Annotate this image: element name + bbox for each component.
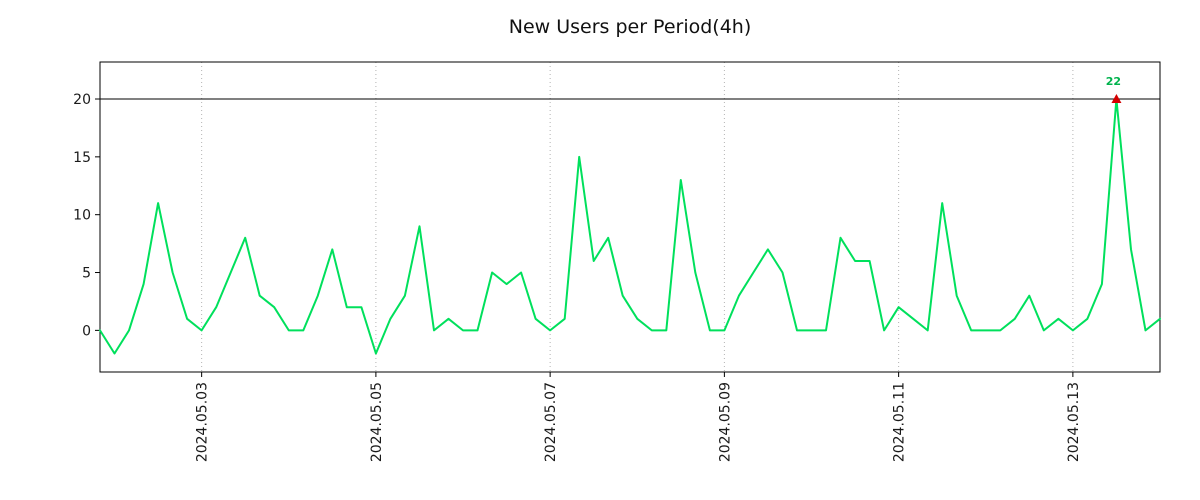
y-tick-label: 15 bbox=[73, 150, 91, 166]
plot-border bbox=[99, 61, 1161, 373]
x-tick-label: 2024.05.11 bbox=[892, 382, 908, 462]
x-tick-label: 2024.05.09 bbox=[717, 382, 733, 462]
y-tick-label: 0 bbox=[82, 323, 91, 339]
x-tick-label: 2024.05.05 bbox=[369, 382, 385, 462]
y-tick-label: 20 bbox=[73, 92, 91, 108]
y-tick-label: 10 bbox=[73, 208, 91, 224]
peak-label: 22 bbox=[1106, 75, 1121, 88]
x-tick-label: 2024.05.03 bbox=[195, 382, 211, 462]
data-line bbox=[99, 98, 1161, 355]
peak-marker bbox=[1111, 94, 1122, 104]
y-tick-label: 5 bbox=[82, 266, 91, 282]
x-tick-label: 2024.05.07 bbox=[543, 382, 559, 462]
x-tick-label: 2024.05.13 bbox=[1066, 382, 1082, 462]
chart-title: New Users per Period(4h) bbox=[508, 16, 752, 38]
